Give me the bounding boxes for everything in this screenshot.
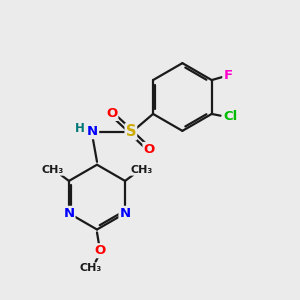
Text: CH₃: CH₃ bbox=[42, 165, 64, 175]
Text: S: S bbox=[126, 124, 136, 139]
Text: N: N bbox=[63, 207, 74, 220]
Text: F: F bbox=[223, 69, 232, 82]
Text: N: N bbox=[87, 125, 98, 138]
Text: O: O bbox=[94, 244, 106, 257]
Text: N: N bbox=[119, 207, 130, 220]
Text: Cl: Cl bbox=[224, 110, 238, 123]
Text: CH₃: CH₃ bbox=[130, 165, 152, 175]
Text: CH₃: CH₃ bbox=[80, 263, 102, 273]
Text: O: O bbox=[143, 143, 155, 156]
Text: O: O bbox=[106, 107, 117, 120]
Text: H: H bbox=[75, 122, 85, 135]
